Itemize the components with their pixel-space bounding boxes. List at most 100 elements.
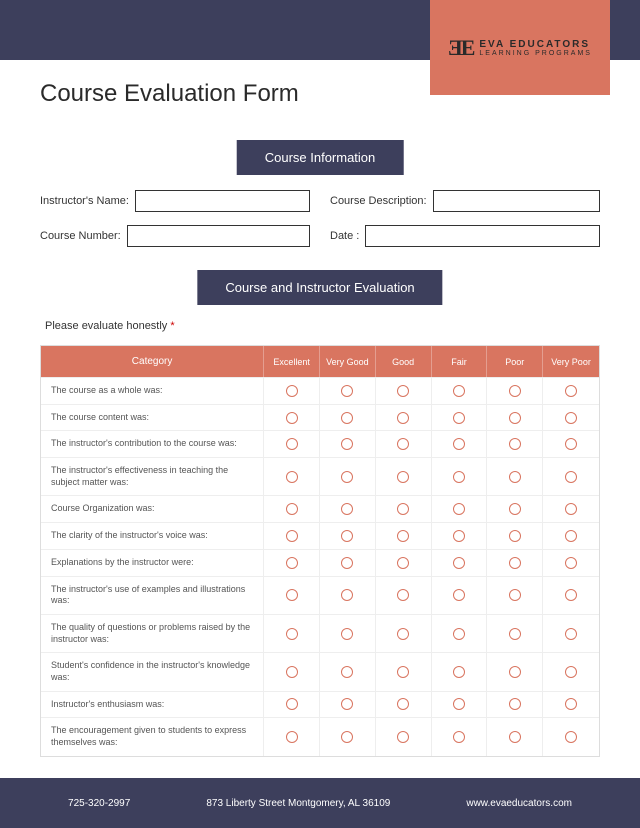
- rating-cell[interactable]: [376, 550, 432, 576]
- rating-cell[interactable]: [320, 577, 376, 614]
- rating-cell[interactable]: [320, 405, 376, 431]
- date-input[interactable]: [365, 225, 600, 247]
- rating-cell[interactable]: [320, 378, 376, 404]
- radio-icon: [341, 589, 353, 601]
- rating-cell[interactable]: [432, 378, 488, 404]
- radio-icon: [509, 385, 521, 397]
- rating-cell[interactable]: [487, 615, 543, 652]
- rating-cell[interactable]: [376, 692, 432, 718]
- rating-cell[interactable]: [543, 550, 599, 576]
- rating-cell[interactable]: [432, 458, 488, 495]
- rating-cell[interactable]: [543, 718, 599, 755]
- rating-cell[interactable]: [264, 615, 320, 652]
- th-excellent: Excellent: [264, 346, 320, 377]
- rating-cell[interactable]: [487, 496, 543, 522]
- rating-cell[interactable]: [487, 692, 543, 718]
- radio-icon: [453, 698, 465, 710]
- rating-cell[interactable]: [432, 692, 488, 718]
- rating-cell[interactable]: [320, 653, 376, 690]
- rating-cell[interactable]: [432, 431, 488, 457]
- rating-cell[interactable]: [432, 615, 488, 652]
- rating-cell[interactable]: [320, 615, 376, 652]
- radio-icon: [565, 589, 577, 601]
- radio-icon: [509, 530, 521, 542]
- rating-cell[interactable]: [543, 496, 599, 522]
- rating-cell[interactable]: [543, 458, 599, 495]
- rating-cell[interactable]: [264, 496, 320, 522]
- radio-icon: [397, 589, 409, 601]
- footer-address: 873 Liberty Street Montgomery, AL 36109: [206, 798, 390, 809]
- footer: 725-320-2997 873 Liberty Street Montgome…: [0, 778, 640, 828]
- radio-icon: [565, 503, 577, 515]
- rating-cell[interactable]: [432, 523, 488, 549]
- rating-cell[interactable]: [376, 405, 432, 431]
- rating-cell[interactable]: [487, 458, 543, 495]
- rating-cell[interactable]: [543, 378, 599, 404]
- radio-icon: [565, 628, 577, 640]
- rating-cell[interactable]: [487, 550, 543, 576]
- rating-cell[interactable]: [543, 523, 599, 549]
- radio-icon: [453, 530, 465, 542]
- rating-cell[interactable]: [320, 496, 376, 522]
- rating-cell[interactable]: [264, 405, 320, 431]
- rating-cell[interactable]: [320, 431, 376, 457]
- rating-cell[interactable]: [320, 523, 376, 549]
- rating-cell[interactable]: [432, 550, 488, 576]
- radio-icon: [565, 471, 577, 483]
- rating-cell[interactable]: [376, 523, 432, 549]
- rating-cell[interactable]: [264, 550, 320, 576]
- rating-cell[interactable]: [320, 718, 376, 755]
- rating-cell[interactable]: [487, 653, 543, 690]
- row-label: The instructor's contribution to the cou…: [41, 431, 264, 457]
- rating-cell[interactable]: [320, 550, 376, 576]
- rating-cell[interactable]: [264, 378, 320, 404]
- rating-cell[interactable]: [432, 653, 488, 690]
- rating-cell[interactable]: [487, 523, 543, 549]
- rating-cell[interactable]: [376, 458, 432, 495]
- rating-cell[interactable]: [376, 496, 432, 522]
- rating-cell[interactable]: [376, 615, 432, 652]
- rating-cell[interactable]: [432, 577, 488, 614]
- evaluation-table: Category Excellent Very Good Good Fair P…: [40, 345, 600, 757]
- rating-cell[interactable]: [320, 692, 376, 718]
- rating-cell[interactable]: [543, 577, 599, 614]
- rating-cell[interactable]: [264, 458, 320, 495]
- rating-cell[interactable]: [264, 577, 320, 614]
- rating-cell[interactable]: [432, 718, 488, 755]
- rating-cell[interactable]: [320, 458, 376, 495]
- rating-cell[interactable]: [376, 577, 432, 614]
- th-category: Category: [41, 346, 264, 377]
- rating-cell[interactable]: [487, 577, 543, 614]
- rating-cell[interactable]: [264, 431, 320, 457]
- rating-cell[interactable]: [543, 405, 599, 431]
- rating-cell[interactable]: [543, 653, 599, 690]
- rating-cell[interactable]: [543, 615, 599, 652]
- description-label: Course Description:: [330, 195, 427, 207]
- rating-cell[interactable]: [543, 692, 599, 718]
- logo-mark: ƎE: [448, 35, 473, 61]
- rating-cell[interactable]: [264, 523, 320, 549]
- rating-cell[interactable]: [264, 653, 320, 690]
- number-input[interactable]: [127, 225, 310, 247]
- rating-cell[interactable]: [264, 718, 320, 755]
- rating-cell[interactable]: [543, 431, 599, 457]
- rating-cell[interactable]: [487, 718, 543, 755]
- page-title: Course Evaluation Form: [40, 80, 299, 108]
- table-row: The course content was:: [41, 404, 599, 431]
- rating-cell[interactable]: [432, 496, 488, 522]
- rating-cell[interactable]: [432, 405, 488, 431]
- rating-cell[interactable]: [487, 431, 543, 457]
- rating-cell[interactable]: [376, 718, 432, 755]
- radio-icon: [453, 731, 465, 743]
- rating-cell[interactable]: [376, 378, 432, 404]
- rating-cell[interactable]: [376, 431, 432, 457]
- rating-cell[interactable]: [487, 378, 543, 404]
- rating-cell[interactable]: [376, 653, 432, 690]
- radio-icon: [397, 412, 409, 424]
- description-input[interactable]: [433, 190, 600, 212]
- radio-icon: [397, 503, 409, 515]
- instructor-input[interactable]: [135, 190, 310, 212]
- rating-cell[interactable]: [264, 692, 320, 718]
- instruction-text: Please evaluate honestly *: [45, 320, 175, 332]
- rating-cell[interactable]: [487, 405, 543, 431]
